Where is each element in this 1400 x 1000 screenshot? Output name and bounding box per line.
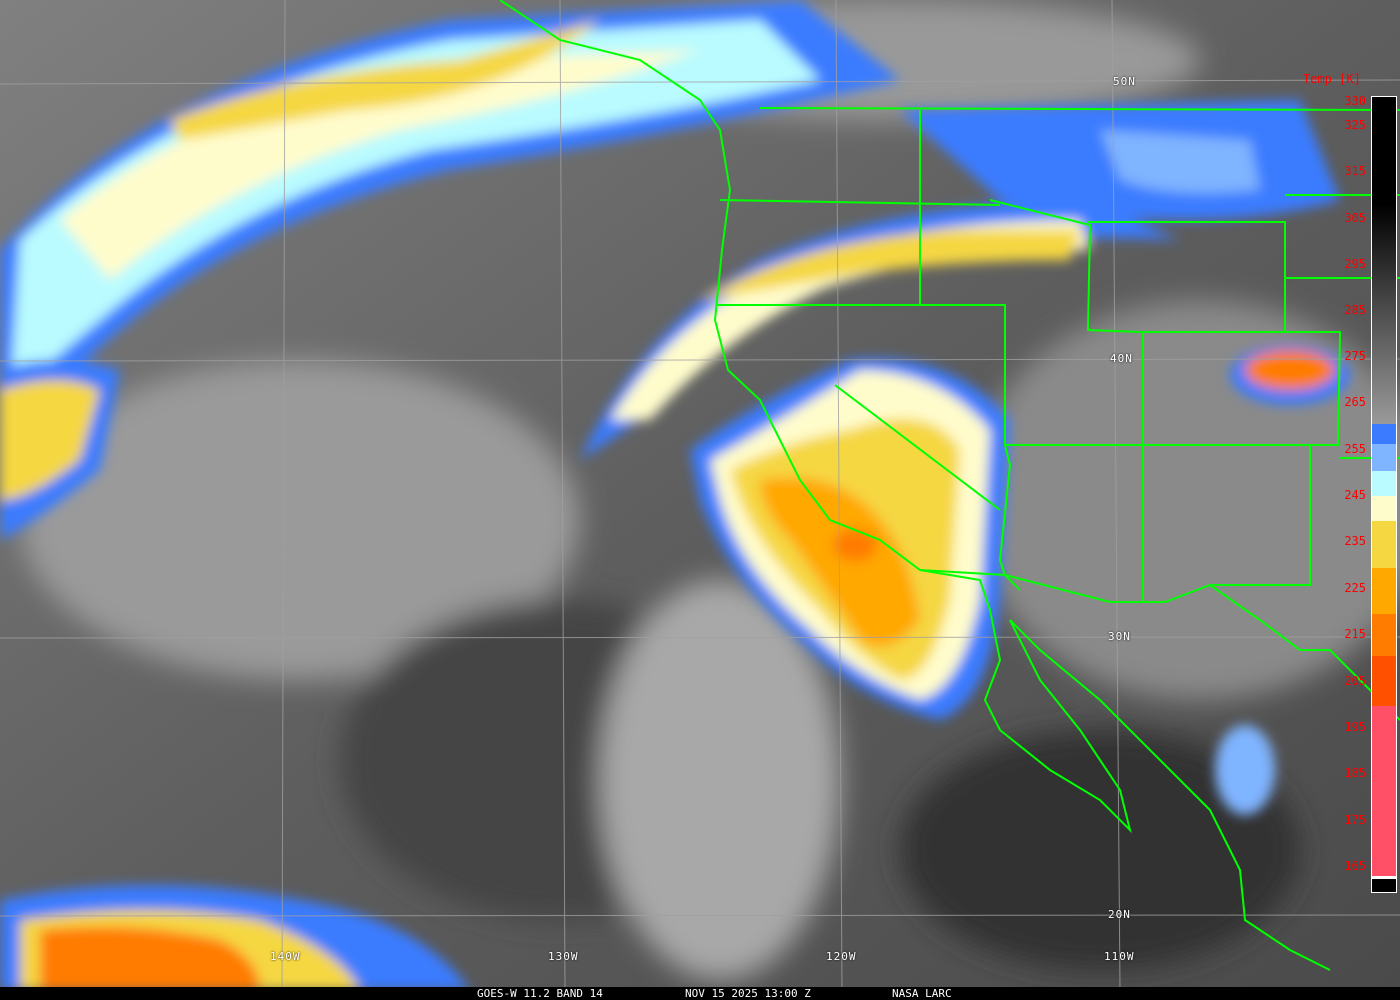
lat-label-20n: 20N [1108,908,1131,921]
mexico-border [919,569,1021,591]
gridline-110w [1111,0,1121,991]
political-borders [499,0,1400,971]
scale-tick-label: 245 [1344,488,1366,502]
gridline-130w [559,0,566,991]
canada-us-border [759,107,1400,111]
scale-tick-label: 165 [1344,859,1366,873]
wyoming-border [1088,194,1400,459]
lon-label-130w: 130W [548,950,579,963]
scale-tick-label: 215 [1344,627,1366,641]
caption-datetime: NOV 15 2025 13:00 Z [685,987,811,1000]
lat-label-50n: 50N [1113,75,1136,88]
scale-tick-label: 195 [1344,720,1366,734]
scale-tick-label: 205 [1344,674,1366,688]
scale-tick-label: 265 [1344,395,1366,409]
idaho-border [919,110,1342,446]
scale-tick-label: 255 [1344,442,1366,456]
scale-tick-label: 330 [1344,94,1366,108]
scale-tick-label: 285 [1344,303,1366,317]
gridline-20n [0,914,1400,917]
cold-cloud-tops [0,0,1350,990]
temperature-colorbar [1371,96,1397,893]
scale-tick-label: 235 [1344,534,1366,548]
caption-bar: GOES-W 11.2 BAND 14 NOV 15 2025 13:00 Z … [0,987,1400,1000]
gridline-120w [835,0,843,991]
scale-tick-label: 275 [1344,349,1366,363]
scale-tick-label: 315 [1344,164,1366,178]
lat-label-30n: 30N [1108,630,1131,643]
coastline-west [499,0,1331,971]
caption-source: NASA LARC [892,987,952,1000]
lon-label-120w: 120W [826,950,857,963]
scale-tick-label: 225 [1344,581,1366,595]
arizona-border [1004,574,1400,721]
gridline-30n [0,636,1400,639]
nevada-border [834,384,1001,511]
lon-label-110w: 110W [1104,950,1135,963]
caption-product: GOES-W 11.2 BAND 14 [477,987,603,1000]
california-border [718,304,1012,576]
scale-tick-label: 175 [1344,813,1366,827]
oregon-border [719,199,1001,206]
scale-title: Temp [K] [1303,72,1361,86]
lat-label-40n: 40N [1110,352,1133,365]
utah-border [1142,332,1311,602]
scale-tick-label: 295 [1344,257,1366,271]
gridline-50n [0,79,1400,85]
scale-tick-label: 185 [1344,766,1366,780]
scale-tick-label: 325 [1344,118,1366,132]
scale-tick-label: 305 [1344,211,1366,225]
gridline-40n [0,358,1400,362]
gridline-140w [281,0,286,991]
lon-label-140w: 140W [270,950,301,963]
